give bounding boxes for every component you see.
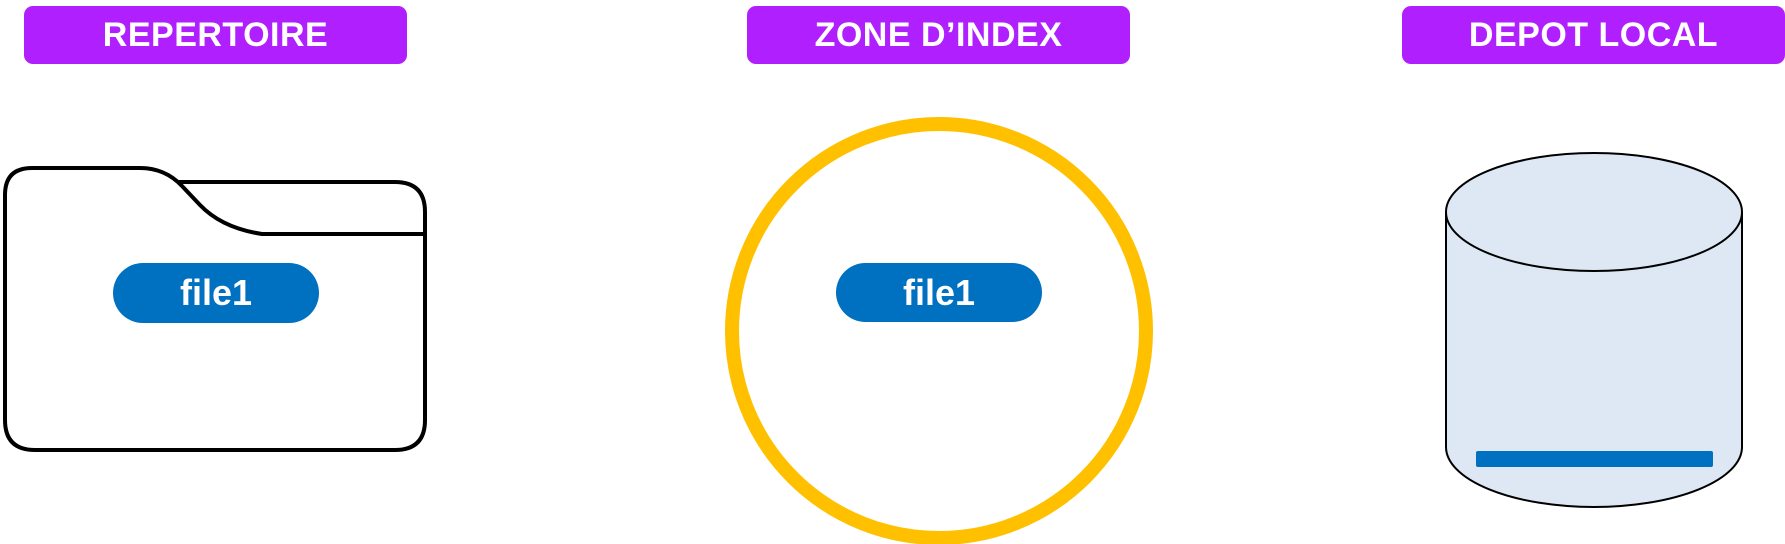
file-pill-zone-index[interactable]: file1 (836, 263, 1042, 322)
file-pill-repertoire[interactable]: file1 (113, 263, 319, 323)
header-zone-index: ZONE D’INDEX (747, 6, 1130, 64)
database-icon (1445, 152, 1743, 508)
header-depot-local: DEPOT LOCAL (1402, 6, 1785, 64)
circle-icon (725, 117, 1153, 544)
storage-bar (1476, 451, 1713, 467)
header-repertoire: REPERTOIRE (24, 6, 407, 64)
